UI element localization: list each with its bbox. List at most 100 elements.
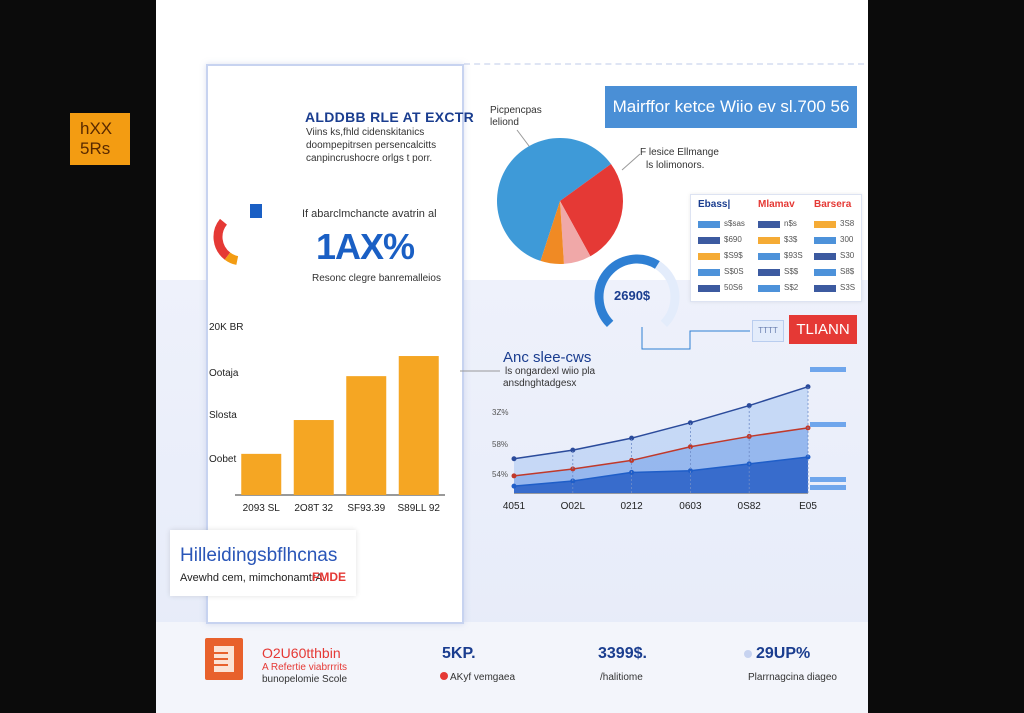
table-cell: 3S8	[840, 219, 855, 228]
line-x-tick: 0603	[679, 501, 702, 512]
info-card-sub: Avewhd cem, mimchonamtrA	[180, 572, 323, 584]
document-icon-line	[214, 652, 228, 654]
gauge-big-value: 1AX%	[316, 226, 415, 267]
header-badge-text: hXX 5Rs	[80, 119, 113, 158]
table-cell: $93S	[784, 251, 803, 260]
bar	[398, 356, 439, 495]
bar	[346, 376, 387, 495]
bar	[241, 453, 282, 495]
line-chart-sub-2: ansdnghtadgesx	[503, 378, 577, 389]
table-cell-bar	[758, 237, 780, 244]
table-cell-bar	[758, 269, 780, 276]
top-right-title-box: Mairffor ketce Wiio ev sl.700 56	[605, 86, 857, 128]
table-cell: 300	[840, 235, 854, 244]
footer-item3-sub: /halitiome	[600, 672, 643, 683]
header-badge: hXX 5Rs	[70, 113, 130, 165]
table-cell-bar	[698, 221, 720, 228]
table-cell-bar	[698, 237, 720, 244]
side-bar-marker	[810, 485, 846, 490]
bar-chart: 2093 SL 2O8T 32 SF93.39 S89LL 92 Oobet Slosta…	[209, 322, 445, 514]
table-cell: S30	[840, 251, 855, 260]
gauge-accent	[224, 252, 239, 265]
info-card	[170, 530, 356, 596]
ring-value: 2690$	[614, 288, 651, 303]
table-cell: S$2	[784, 283, 799, 292]
header-desc-3: canpincrushocre orlgs t porr.	[306, 153, 433, 164]
table-cell-bar	[698, 269, 720, 276]
line-point	[570, 447, 576, 453]
header-title: ALDDBB RLE AT EXCTR	[305, 109, 475, 125]
table-cell: S3S	[840, 283, 856, 292]
bar	[293, 420, 334, 495]
table-cell: S8$	[840, 267, 855, 276]
pie-slice	[560, 163, 623, 257]
line-point	[805, 384, 811, 390]
footer-item4-value: 29UP%	[756, 645, 811, 662]
line-series	[513, 386, 809, 460]
pie-chart	[497, 138, 623, 264]
table-cell-bar	[758, 285, 780, 292]
table-cell-bar	[698, 253, 720, 260]
ring-gauge	[594, 254, 680, 328]
data-table	[690, 194, 862, 302]
pie-slice	[560, 201, 591, 264]
table-cell-bar	[814, 237, 836, 244]
line-chart-title: Anc slee-cws	[503, 349, 592, 366]
info-card-title: Hilleidingsbflhcnas	[180, 545, 338, 566]
footer-item1-line2: bunopelomie Scole	[262, 674, 348, 685]
bar-x-tick: 2O8T 32	[294, 503, 333, 514]
gauge-cap	[250, 204, 262, 218]
gauge-fill	[213, 218, 231, 260]
footer-item2-sub: AKyf vemgaea	[450, 672, 516, 683]
bar-x-tick: SF93.39	[347, 503, 385, 514]
header-desc-2: doompepitrsen persencalcitts	[306, 140, 437, 151]
line-chart-sub-1: ls ongardexl wiio pla	[505, 366, 596, 377]
line-x-tick: O02L	[561, 501, 586, 512]
table-header-2: Mlamav	[758, 199, 795, 210]
gauge-caption: If abarclmchancte avatrin al	[302, 208, 437, 220]
bar-y-tick: Oobet	[209, 454, 236, 465]
document-icon-line	[214, 664, 228, 666]
ring-fill	[594, 254, 660, 328]
footer-item2-value: 5KP.	[442, 645, 476, 662]
footer-item3-value: 3399$.	[598, 645, 647, 662]
line-y-tick: 3Z%	[492, 408, 508, 417]
flag-chip: TTTT	[752, 320, 784, 342]
table-cell: S$$	[784, 267, 799, 276]
footer-item1-line1: A Refertie viabrrrits	[262, 662, 348, 673]
gauge-arc	[213, 204, 262, 265]
line-y-tick: 54%	[492, 470, 508, 479]
pie-label-right-2: ls lolimonors.	[646, 160, 705, 171]
footer-item1-title: O2U60tthbin	[262, 645, 341, 661]
table-cell-bar	[814, 285, 836, 292]
bar-x-tick: S89LL 92	[398, 503, 441, 514]
table-cell: $3$	[784, 235, 798, 244]
document-icon-line	[214, 658, 228, 660]
bar-x-tick: 2093 SL	[243, 503, 281, 514]
line-y-tick: 58%	[492, 440, 508, 449]
line-series	[513, 427, 809, 477]
line-point	[746, 403, 752, 409]
line-chart-connector	[460, 370, 500, 372]
line-x-tick: E05	[799, 501, 817, 512]
line-point	[511, 456, 517, 462]
table-cell: $690	[724, 235, 742, 244]
table-cell: 50S6	[724, 283, 743, 292]
header-desc-1: Viins ks,fhld cidenskitanics	[306, 127, 425, 138]
pie-slice	[497, 138, 611, 261]
bar-y-tick: Ootaja	[209, 368, 239, 379]
footer-item4-sub: Plarrnagcina diageo	[748, 672, 837, 683]
side-bar-marker	[810, 422, 846, 427]
table-cell-bar	[758, 253, 780, 260]
table-cell-bar	[814, 253, 836, 260]
line-point	[687, 444, 693, 450]
pie-right-connector	[621, 153, 641, 171]
line-point	[687, 420, 693, 426]
flag-label: TLIANN	[789, 315, 857, 344]
line-point	[629, 435, 635, 441]
bar-y-tick: 20K BR	[209, 322, 243, 333]
top-right-title: Mairffor ketce Wiio ev sl.700 56	[612, 97, 850, 116]
table-cell: S$0S	[724, 267, 744, 276]
table-cell-bar	[814, 269, 836, 276]
table-cell-bar	[814, 221, 836, 228]
